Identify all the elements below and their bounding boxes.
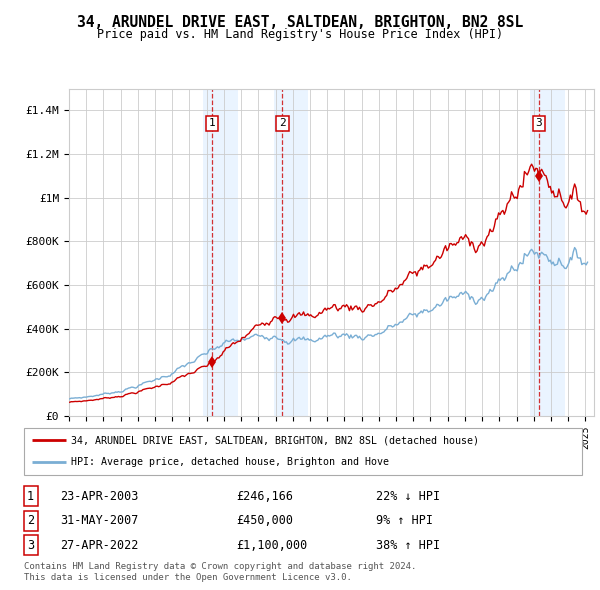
Text: £450,000: £450,000	[236, 514, 293, 527]
Bar	[530, 88, 565, 416]
Text: 23-APR-2003: 23-APR-2003	[60, 490, 139, 503]
Text: 2: 2	[27, 514, 34, 527]
Bar	[274, 88, 308, 416]
Text: Contains HM Land Registry data © Crown copyright and database right 2024.: Contains HM Land Registry data © Crown c…	[24, 562, 416, 571]
FancyBboxPatch shape	[24, 428, 582, 475]
Text: £246,166: £246,166	[236, 490, 293, 503]
Text: Price paid vs. HM Land Registry's House Price Index (HPI): Price paid vs. HM Land Registry's House …	[97, 28, 503, 41]
Bar	[203, 88, 238, 416]
Text: 31-MAY-2007: 31-MAY-2007	[60, 514, 139, 527]
Text: This data is licensed under the Open Government Licence v3.0.: This data is licensed under the Open Gov…	[24, 573, 352, 582]
Text: 38% ↑ HPI: 38% ↑ HPI	[376, 539, 440, 552]
Text: 3: 3	[27, 539, 34, 552]
Text: 2: 2	[279, 119, 286, 129]
Text: 34, ARUNDEL DRIVE EAST, SALTDEAN, BRIGHTON, BN2 8SL (detached house): 34, ARUNDEL DRIVE EAST, SALTDEAN, BRIGHT…	[71, 435, 479, 445]
Text: 27-APR-2022: 27-APR-2022	[60, 539, 139, 552]
Text: 9% ↑ HPI: 9% ↑ HPI	[376, 514, 433, 527]
Text: 22% ↓ HPI: 22% ↓ HPI	[376, 490, 440, 503]
Text: £1,100,000: £1,100,000	[236, 539, 307, 552]
Text: 1: 1	[208, 119, 215, 129]
Text: HPI: Average price, detached house, Brighton and Hove: HPI: Average price, detached house, Brig…	[71, 457, 389, 467]
Text: 1: 1	[27, 490, 34, 503]
Text: 34, ARUNDEL DRIVE EAST, SALTDEAN, BRIGHTON, BN2 8SL: 34, ARUNDEL DRIVE EAST, SALTDEAN, BRIGHT…	[77, 15, 523, 30]
Text: 3: 3	[536, 119, 542, 129]
